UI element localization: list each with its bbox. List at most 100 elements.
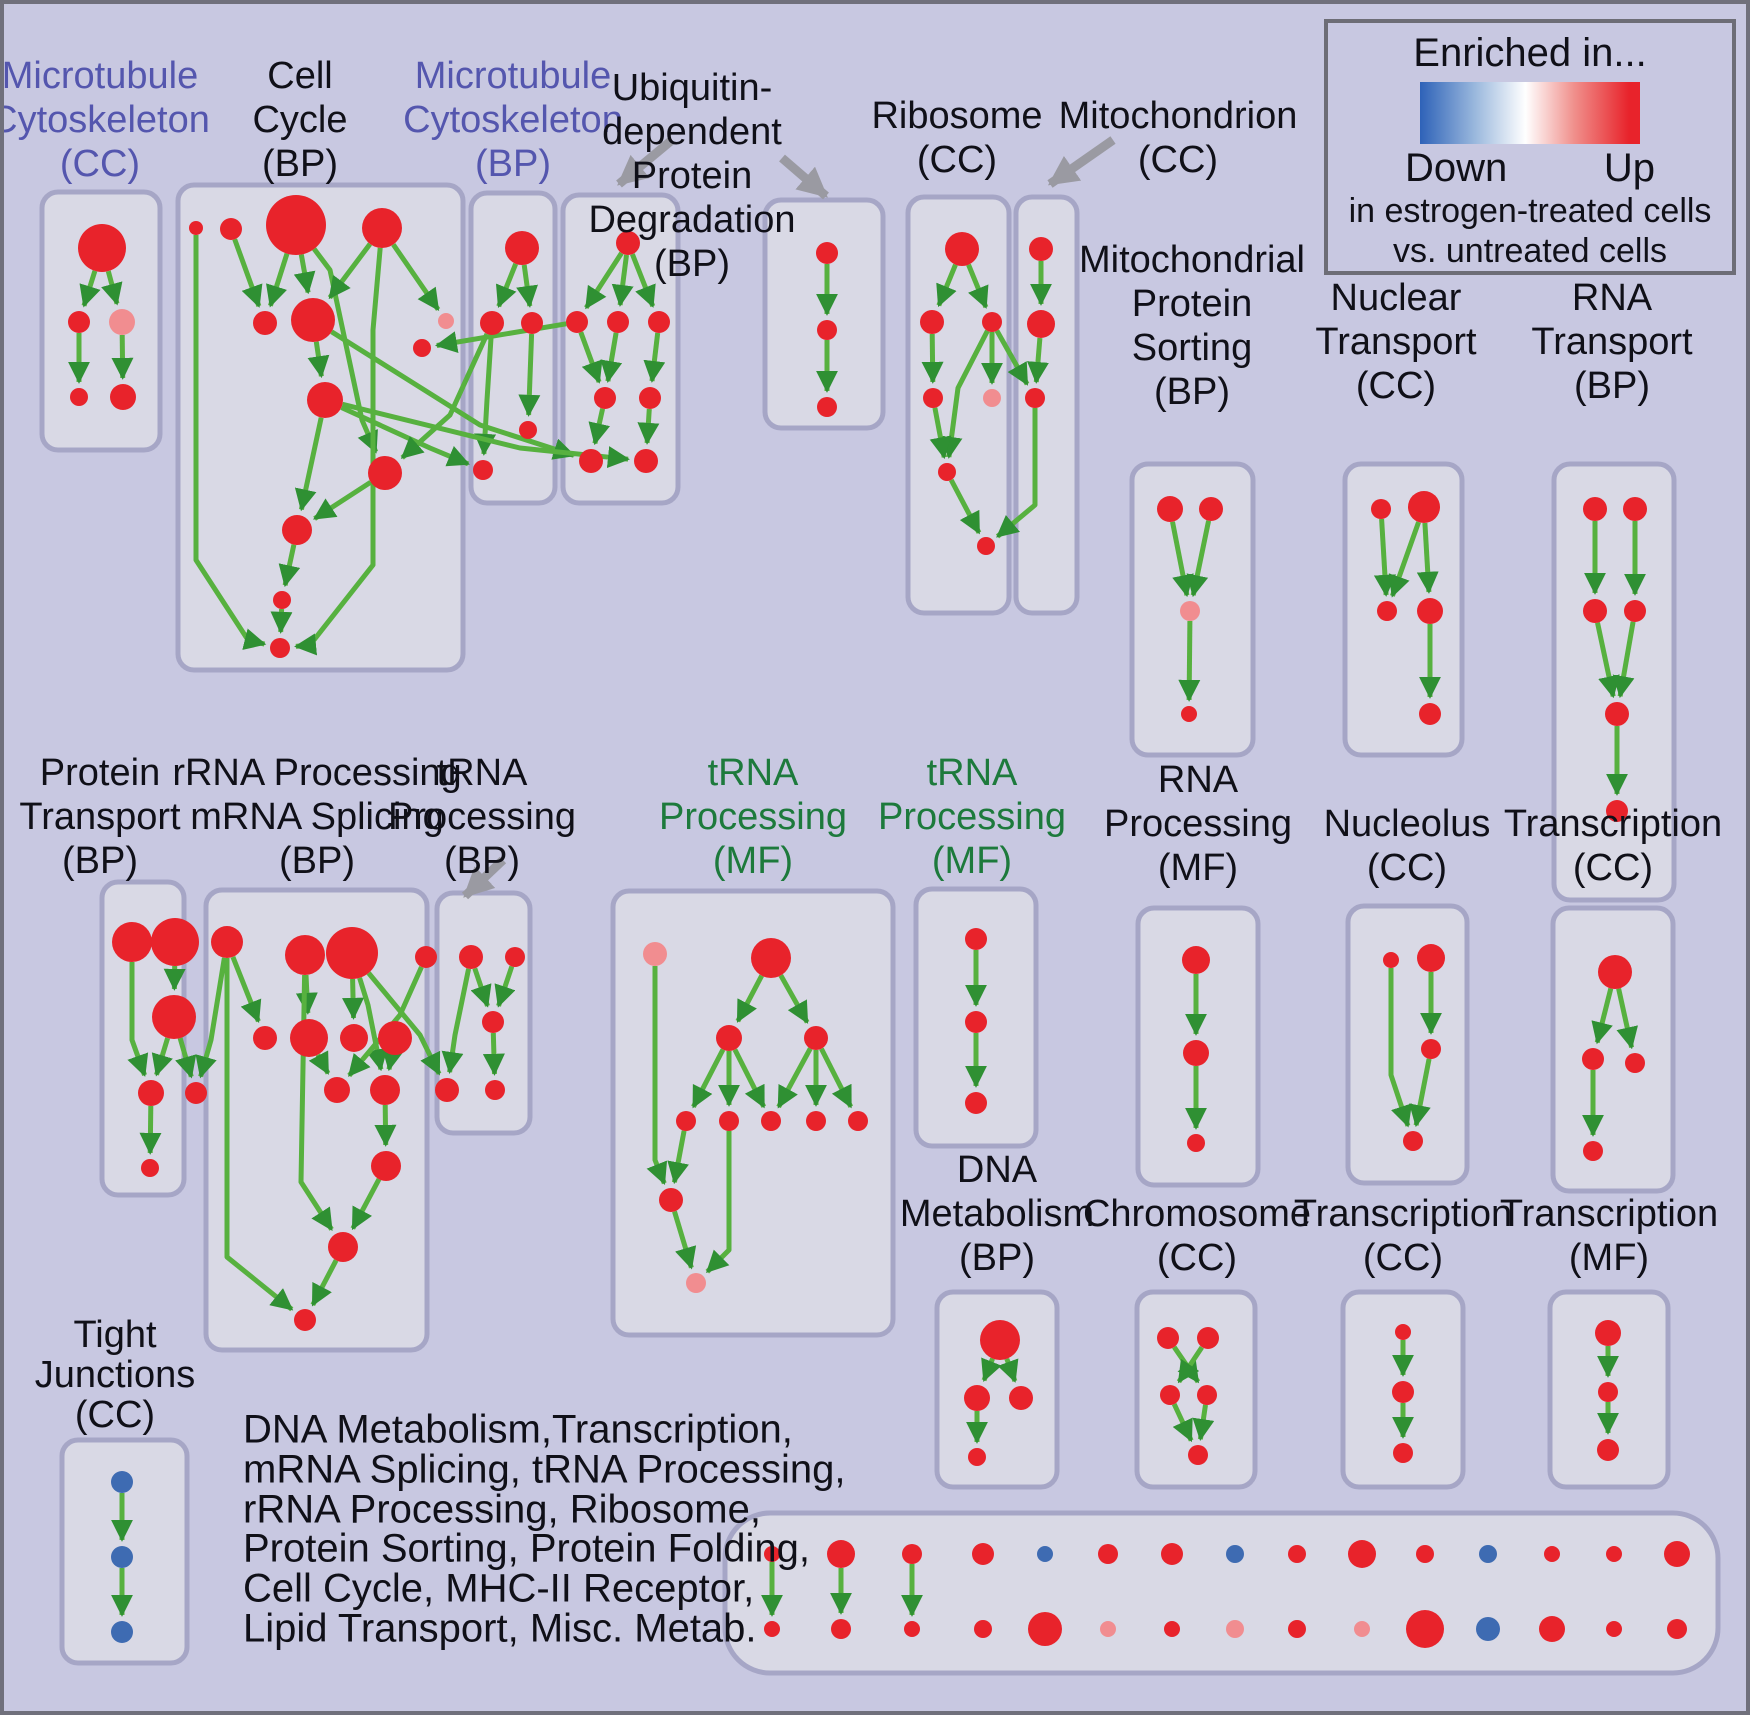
- node-nucleolus-nu1: [1383, 952, 1399, 968]
- node-misc-metab-xt13: [1606, 1546, 1622, 1562]
- legend-subtitle-2: vs. untreated cells: [1392, 232, 1668, 270]
- node-trna-bp-tb1: [459, 945, 483, 969]
- node-mitochondrion-mt2: [1027, 310, 1055, 338]
- cluster-label-rna-transport-line1: Transport: [1531, 321, 1693, 363]
- node-misc-metab-xt0: [764, 1546, 780, 1562]
- cluster-label-microtubule-cc-line2: (CC): [60, 143, 140, 185]
- node-cell-cycle-cc13: [413, 339, 431, 357]
- node-misc-metab-xt11: [1479, 1545, 1497, 1563]
- note-block-line3: Protein Sorting, Protein Folding,: [243, 1527, 810, 1571]
- node-protein-transport-pt6: [141, 1159, 159, 1177]
- cluster-label-mito-sorting-line2: Sorting: [1132, 327, 1252, 369]
- legend-up-label: Up: [1603, 146, 1655, 190]
- node-chromosome-ch1: [1157, 1327, 1179, 1349]
- edge-tb2-tb3: [494, 965, 516, 1008]
- edge-ch3-ch5: [1171, 1403, 1194, 1443]
- node-trna-mf-big-tg9: [848, 1111, 868, 1131]
- node-protein-transport-pt2: [151, 918, 199, 966]
- cluster-label-rrna-mrna-line1: mRNA Splicing: [190, 796, 443, 838]
- node-cell-cycle-cc6: [291, 298, 335, 342]
- node-rrna-mrna-rr3: [326, 927, 378, 979]
- node-misc-metab-xb10: [1406, 1610, 1444, 1648]
- edge-cc1-cc12: [193, 235, 267, 650]
- edge-pt3-pt4: [151, 1037, 173, 1077]
- node-trna-mf-big-tg11: [686, 1273, 706, 1293]
- cluster-box-trna-mf-big: [610, 888, 896, 1338]
- cluster-label-mitochondrion-line0: Mitochondrion: [1059, 95, 1298, 137]
- node-chromosome-ch3: [1160, 1385, 1180, 1405]
- node-trna-mf-big-tg1: [643, 942, 667, 966]
- node-cell-cycle-cc2: [220, 218, 242, 240]
- edge-t2a-t2c: [1616, 988, 1638, 1050]
- node-ubiquitin-net-ub7: [579, 449, 603, 473]
- node-microtubule-bp-mb1: [505, 231, 539, 265]
- edge-tb3-tb5: [482, 1032, 505, 1076]
- edge-tg3-tg5: [691, 1048, 726, 1109]
- node-misc-metab-xt3: [972, 1543, 994, 1565]
- cluster-label-ubiquitin-line2: Protein: [632, 155, 752, 197]
- node-misc-metab-xt6: [1161, 1543, 1183, 1565]
- cluster-box-transcription-cc2: [1550, 905, 1676, 1194]
- cluster-label-ubiquitin-line1: dependent: [602, 111, 782, 153]
- edge-tb1-tb4: [441, 968, 472, 1075]
- node-misc-metab-xb2: [904, 1621, 920, 1637]
- cluster-label-trna-bp-line0: tRNA: [437, 752, 528, 794]
- node-ubiquitin-net-ub3: [607, 311, 629, 333]
- edge-ub4-ub6: [643, 332, 666, 383]
- cross-edge-rr1-pt5: [195, 957, 227, 1079]
- node-ubiquitin-net-ub8: [634, 449, 658, 473]
- node-ubiquitin-line-uv1: [816, 242, 838, 264]
- cluster-label-ribosome-line1: (CC): [917, 139, 997, 181]
- cluster-label-trna-mf-big-line0: tRNA: [708, 752, 799, 794]
- node-transcription-mf-tm3: [1597, 1439, 1619, 1461]
- edge-ms3-ms4: [1178, 620, 1201, 702]
- node-rna-transport-rt2: [1623, 497, 1647, 521]
- node-rna-proc-mf-qp3: [1187, 1134, 1205, 1152]
- edge-mc1-mc3: [101, 270, 123, 306]
- node-rrna-mrna-rr11: [371, 1151, 401, 1181]
- node-microtubule-cc-mc2: [68, 311, 90, 333]
- note-block-line4: Cell Cycle, MHC-II Receptor,: [243, 1567, 754, 1611]
- node-microtubule-cc-mc3: [109, 309, 135, 335]
- cross-edge-rr3-tb4: [366, 971, 442, 1076]
- cluster-label-nuclear-transport-line1: Transport: [1315, 321, 1477, 363]
- edge-ub1-ub4: [630, 253, 656, 308]
- edge-rr3-rr10: [357, 977, 388, 1072]
- node-microtubule-bp-mb3: [521, 312, 543, 334]
- node-rna-proc-mf-qp1: [1182, 946, 1210, 974]
- node-tight-junctions-tj2: [111, 1546, 133, 1568]
- edge-nt1-nt3: [1373, 518, 1396, 597]
- cluster-label-dna-metabolism-line2: (BP): [959, 1237, 1035, 1279]
- edge-dm1-dm3: [997, 1357, 1019, 1383]
- node-trna-mf-big-tg8: [806, 1111, 826, 1131]
- node-cell-cycle-cc7: [438, 313, 454, 329]
- edge-rr1-rr5: [230, 955, 262, 1024]
- edge-rr4-rr9: [347, 965, 424, 1078]
- cluster-label-nucleolus-line0: Nucleolus: [1324, 803, 1491, 845]
- node-chromosome-ch5: [1188, 1445, 1208, 1465]
- node-misc-metab-xb11: [1476, 1617, 1500, 1641]
- edge-ch2-ch3: [1176, 1345, 1204, 1384]
- cluster-box-nucleolus: [1345, 903, 1470, 1186]
- edge-rb3-rb7: [940, 329, 990, 459]
- node-ubiquitin-net-ub5: [594, 387, 616, 409]
- note-block-line5: Lipid Transport, Misc. Metab.: [243, 1607, 757, 1651]
- edge-cc3-cc9: [312, 247, 379, 454]
- edge-mb3-mb5: [518, 333, 541, 417]
- node-misc-metab-xb4: [1028, 1612, 1062, 1646]
- node-nuclear-transport-nt4: [1417, 598, 1443, 624]
- edge-tg1-tg10: [646, 966, 668, 1186]
- node-ribosome-rb7: [938, 463, 956, 481]
- cluster-label-chromosome-line1: (CC): [1157, 1237, 1237, 1279]
- node-microtubule-cc-mc1: [78, 224, 126, 272]
- edge-rb4-rb7: [929, 407, 952, 460]
- cluster-label-cell-cycle-line0: Cell: [267, 55, 332, 97]
- edge-cc2-cc5: [232, 238, 263, 308]
- node-cell-cycle-cc10: [282, 515, 312, 545]
- edge-mb1-mb2: [495, 262, 519, 309]
- node-misc-metab-xb7: [1226, 1620, 1244, 1638]
- cluster-label-chromosome-line0: Chromosome: [1083, 1193, 1311, 1235]
- node-rrna-mrna-rr5: [253, 1026, 277, 1050]
- edge-rb1-rb2: [936, 263, 958, 308]
- note-block-line1: mRNA Splicing, tRNA Processing,: [243, 1448, 845, 1492]
